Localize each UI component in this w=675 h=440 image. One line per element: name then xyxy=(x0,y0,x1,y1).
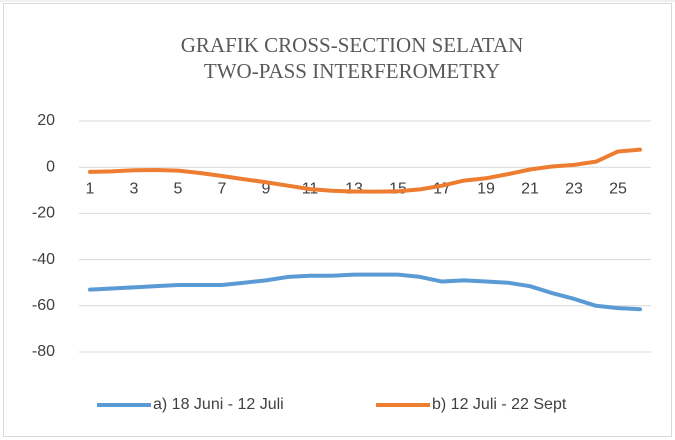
line-series xyxy=(88,147,642,194)
chart-title: GRAFIK CROSS-SECTION SELATAN xyxy=(181,33,524,57)
line-series xyxy=(88,272,642,312)
x-tick-label: 1 xyxy=(86,180,95,197)
x-tick-label: 5 xyxy=(174,180,183,197)
x-tick-label: 19 xyxy=(477,180,495,197)
x-tick-label: 9 xyxy=(262,180,271,197)
x-tick-label: 23 xyxy=(565,180,583,197)
y-tick-label: -80 xyxy=(32,343,55,360)
x-tick-label: 7 xyxy=(218,180,227,197)
x-tick-label: 13 xyxy=(345,180,363,197)
chart-title: TWO-PASS INTERFEROMETRY xyxy=(204,59,500,83)
legend-label: a) 18 Juni - 12 Juli xyxy=(153,396,284,413)
chart-frame xyxy=(3,3,672,437)
x-tick-label: 21 xyxy=(521,180,539,197)
legend-label: b) 12 Juli - 22 Sept xyxy=(432,396,567,413)
y-tick-label: -20 xyxy=(32,205,55,222)
x-tick-label: 25 xyxy=(609,180,627,197)
y-tick-label: 0 xyxy=(46,158,55,175)
y-tick-label: -40 xyxy=(32,251,55,268)
y-tick-label: 20 xyxy=(37,112,55,129)
y-tick-label: -60 xyxy=(32,297,55,314)
x-tick-label: 3 xyxy=(130,180,139,197)
